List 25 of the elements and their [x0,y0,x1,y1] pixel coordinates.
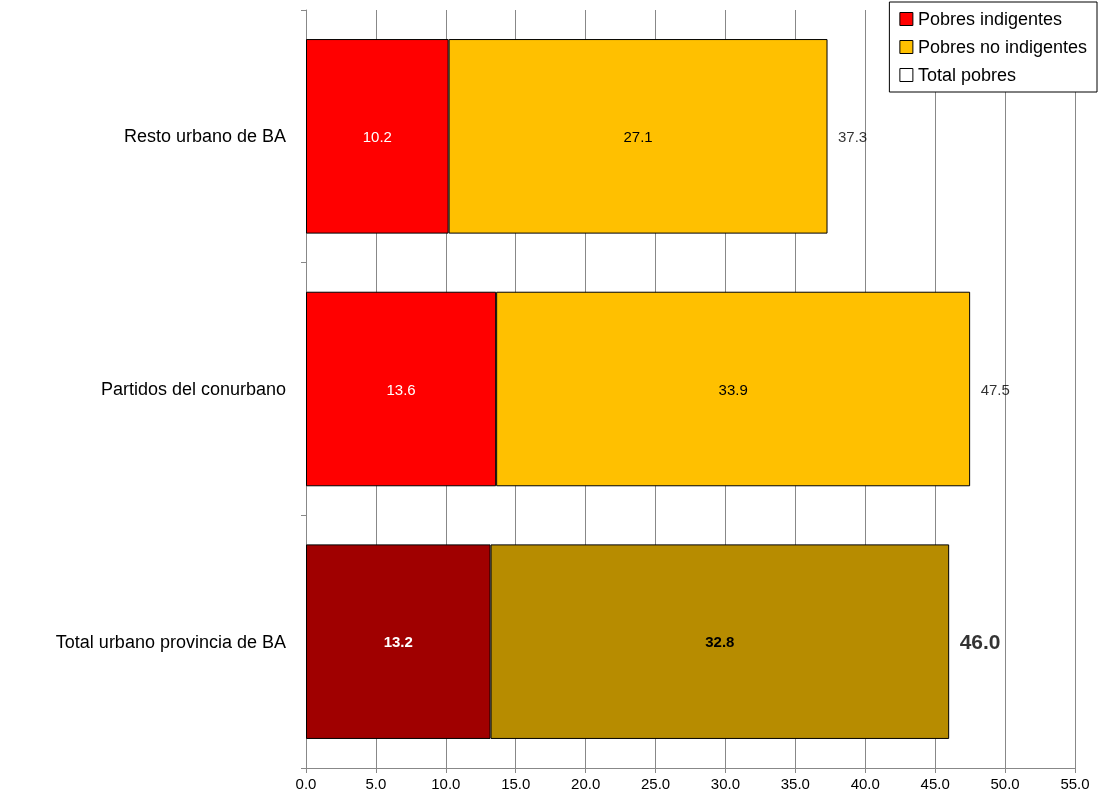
data-label: 27.1 [623,127,653,145]
x-tick-label: 25.0 [640,775,671,792]
data-label: 33.9 [718,380,748,398]
data-label: 13.6 [386,380,416,398]
data-label: 32.8 [705,633,735,651]
x-tick-label: 55.0 [1060,775,1090,792]
legend-label: Pobres indigentes [917,9,1062,29]
y-tick-label: Partidos del conurbano [100,379,286,399]
legend-label: Pobres no indigentes [917,37,1088,57]
total-label: 46.0 [959,630,1001,654]
y-tick-label: Resto urbano de BA [123,126,286,147]
x-tick-label: 10.0 [431,775,461,792]
x-tick-label: 5.0 [365,775,387,792]
legend-label: Total pobres [917,65,1016,85]
x-tick-label: 30.0 [710,775,741,792]
x-tick-label: 40.0 [850,775,880,792]
data-label: 10.2 [362,127,392,145]
x-tick-label: 0.0 [295,775,317,792]
x-tick-label: 45.0 [920,775,950,792]
x-tick-label: 20.0 [571,775,601,792]
x-tick-label: 35.0 [780,775,810,792]
x-tick-label: 15.0 [501,775,531,792]
data-label: 13.2 [383,633,413,651]
x-tick-label: 50.0 [990,775,1020,792]
y-tick-label: Total urbano provincia de BA [55,631,286,652]
